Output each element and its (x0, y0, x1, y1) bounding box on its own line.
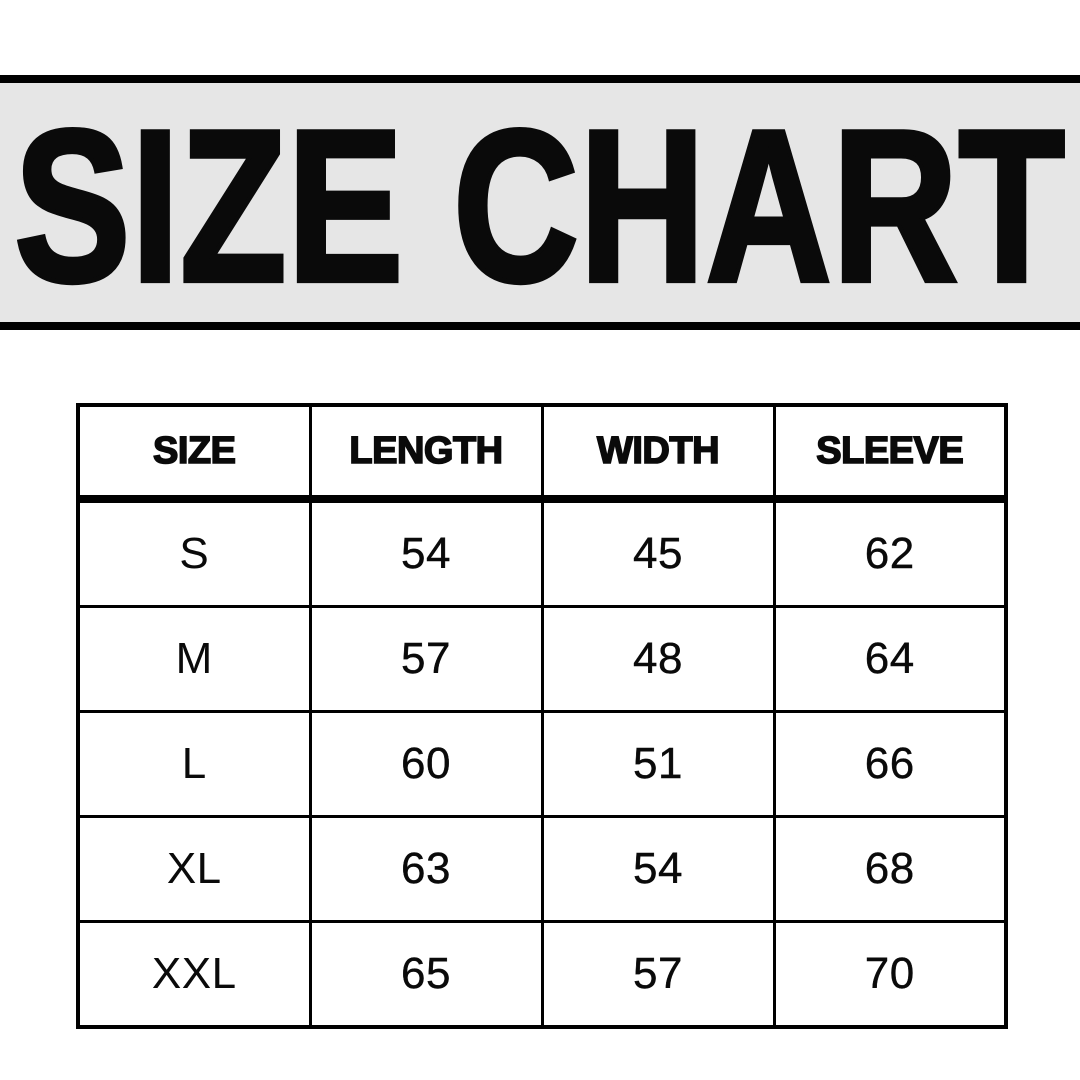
column-header-length: LENGTH (308, 403, 544, 503)
cell-length: 63 (308, 815, 544, 923)
cell-sleeve: 62 (772, 497, 1008, 608)
size-chart-table-wrapper: SIZE LENGTH WIDTH SLEEVE S 54 45 62 M 57… (76, 403, 1008, 1029)
column-header-size: SIZE (76, 403, 312, 503)
table-header: SIZE LENGTH WIDTH SLEEVE (76, 403, 1008, 503)
column-header-width: WIDTH (540, 403, 776, 503)
cell-size: XXL (76, 920, 312, 1029)
cell-length: 54 (308, 497, 544, 608)
table-row: L 60 51 66 (76, 710, 1008, 818)
table-header-row: SIZE LENGTH WIDTH SLEEVE (76, 403, 1008, 503)
cell-size: S (76, 497, 312, 608)
table-body: S 54 45 62 M 57 48 64 L 60 51 66 XL 63 5… (76, 497, 1008, 1029)
table-row: XXL 65 57 70 (76, 920, 1008, 1029)
size-chart-table: SIZE LENGTH WIDTH SLEEVE S 54 45 62 M 57… (76, 403, 1008, 1029)
column-header-sleeve: SLEEVE (772, 403, 1008, 503)
cell-sleeve: 70 (772, 920, 1008, 1029)
banner-inner: SIZE CHART (0, 83, 1080, 322)
cell-size: L (76, 710, 312, 818)
cell-width: 54 (540, 815, 776, 923)
cell-width: 51 (540, 710, 776, 818)
cell-length: 57 (308, 605, 544, 713)
table-row: S 54 45 62 (76, 497, 1008, 608)
table-row: XL 63 54 68 (76, 815, 1008, 923)
size-chart-banner: SIZE CHART (0, 75, 1080, 330)
cell-length: 65 (308, 920, 544, 1029)
page-title: SIZE CHART (12, 84, 1067, 327)
cell-sleeve: 68 (772, 815, 1008, 923)
cell-width: 57 (540, 920, 776, 1029)
cell-sleeve: 66 (772, 710, 1008, 818)
cell-width: 45 (540, 497, 776, 608)
table-row: M 57 48 64 (76, 605, 1008, 713)
cell-width: 48 (540, 605, 776, 713)
cell-sleeve: 64 (772, 605, 1008, 713)
cell-size: M (76, 605, 312, 713)
cell-size: XL (76, 815, 312, 923)
cell-length: 60 (308, 710, 544, 818)
